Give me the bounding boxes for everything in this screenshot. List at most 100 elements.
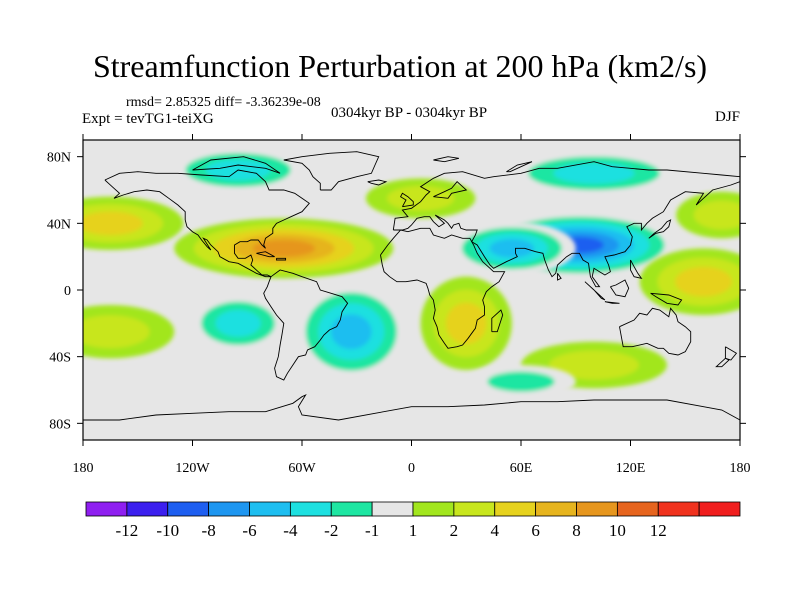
coastline <box>630 259 643 279</box>
x-tick-label: 0 <box>408 461 415 476</box>
anomaly-blob <box>466 365 576 399</box>
coastline <box>433 181 468 199</box>
colorbar-label: -1 <box>365 521 379 540</box>
anomaly-contour <box>549 350 639 380</box>
anomaly-blob <box>187 293 290 354</box>
anomaly-contour <box>489 239 535 258</box>
colorbar-label: -2 <box>324 521 338 540</box>
colorbar-swatch <box>85 501 128 517</box>
coastline <box>491 309 504 333</box>
colorbar-swatch <box>657 501 700 517</box>
anomaly-blob <box>420 276 512 371</box>
coastline <box>283 151 380 191</box>
anomaly-blob <box>676 191 740 239</box>
coastline <box>648 219 672 239</box>
colorbar-label: 1 <box>409 521 418 540</box>
colorbar-label: 10 <box>609 521 626 540</box>
y-axis: 80N 40N 0 40S 80S <box>47 151 746 432</box>
colorbar-label: -10 <box>156 521 179 540</box>
coastline <box>192 156 281 174</box>
anomaly-contour <box>215 310 261 337</box>
colorbar-swatch <box>208 501 250 517</box>
colorbar-label: 2 <box>450 521 459 540</box>
x-tick-label: 180 <box>730 461 751 476</box>
coastline <box>433 156 460 163</box>
coastline <box>724 346 738 361</box>
x-tick-label: 60W <box>288 461 316 476</box>
colorbar-swatch <box>371 501 414 517</box>
coastlines <box>83 151 740 421</box>
colorbar-label: -12 <box>116 521 139 540</box>
colorbar-label: 12 <box>650 521 667 540</box>
colorbar-label: 4 <box>491 521 500 540</box>
x-tick-label: 60E <box>510 461 533 476</box>
colorbar-label: -4 <box>283 521 298 540</box>
anomaly-contour <box>445 302 487 345</box>
anomaly-blob <box>292 281 410 382</box>
coastline <box>380 227 506 349</box>
coastline <box>506 161 533 173</box>
colorbar-swatch <box>616 501 659 517</box>
anomaly-contour <box>675 266 732 297</box>
anomaly-contour <box>83 211 143 236</box>
coastline <box>263 269 349 381</box>
anomaly-contour <box>553 162 635 184</box>
coastline <box>557 273 562 281</box>
y-tick-label: 80N <box>47 151 71 166</box>
x-tick-label: 180 <box>73 461 94 476</box>
anomaly-contour <box>83 315 150 349</box>
colorbar-swatch <box>412 501 455 517</box>
coastline <box>584 281 606 301</box>
experiment-label: Expt = tevTG1-teiXG <box>82 111 214 127</box>
coastline <box>104 169 310 278</box>
anomaly-blob <box>174 218 394 279</box>
colorbar-swatch <box>453 501 496 517</box>
anomaly-blob <box>365 178 476 219</box>
anomaly-contour <box>330 314 372 350</box>
colorbar-label: -8 <box>202 521 216 540</box>
anomaly-blob <box>502 150 686 197</box>
coastline <box>619 307 692 356</box>
anomaly-blob <box>639 248 740 315</box>
coastline <box>650 292 683 306</box>
y-tick-label: 40S <box>49 351 71 366</box>
coastline <box>610 279 630 298</box>
coastline <box>604 301 620 304</box>
x-tick-label: 120E <box>616 461 646 476</box>
colorbar-swatch <box>289 501 332 517</box>
colorbar-swatch <box>330 501 373 517</box>
colorbar-swatch <box>576 501 618 517</box>
chart-title: Streamfunction Perturbation at 200 hPa (… <box>92 48 708 84</box>
x-axis: 180 120W 60W 0 60E 120E 180 <box>73 134 751 476</box>
coastline <box>276 257 287 261</box>
colorbar-swatch <box>698 501 741 517</box>
period-label: 0304kyr BP - 0304kyr BP <box>330 105 488 121</box>
coastline <box>83 393 740 421</box>
y-tick-label: 80S <box>49 417 71 432</box>
coastline <box>400 192 414 208</box>
coastline <box>367 179 388 186</box>
season-label: DJF <box>714 109 740 125</box>
colorbar-swatch <box>535 501 577 517</box>
colorbar-label: 8 <box>572 521 581 540</box>
y-tick-label: 0 <box>64 284 71 299</box>
anomaly-blob <box>448 221 576 275</box>
x-tick-label: 120W <box>175 461 210 476</box>
anomaly-field <box>83 146 740 399</box>
stats-line: rmsd= 2.85325 diff= -3.36239e-08 <box>126 95 321 110</box>
anomaly-contour <box>693 200 740 230</box>
colorbar-label: -6 <box>242 521 256 540</box>
coastline <box>392 161 740 288</box>
colorbar: -12 -10 -8 -6 -4 -2 -1 1 2 4 6 8 10 12 <box>85 501 741 540</box>
colorbar-swatch <box>494 501 537 517</box>
y-tick-label: 40N <box>47 217 71 232</box>
colorbar-label: 6 <box>531 521 540 540</box>
anomaly-contour <box>487 371 555 392</box>
anomaly-blob <box>83 305 175 359</box>
anomaly-blob <box>83 196 184 250</box>
colorbar-swatch <box>167 501 210 517</box>
colorbar-swatch <box>249 501 291 517</box>
coastline <box>256 251 275 258</box>
coastline <box>715 357 730 368</box>
